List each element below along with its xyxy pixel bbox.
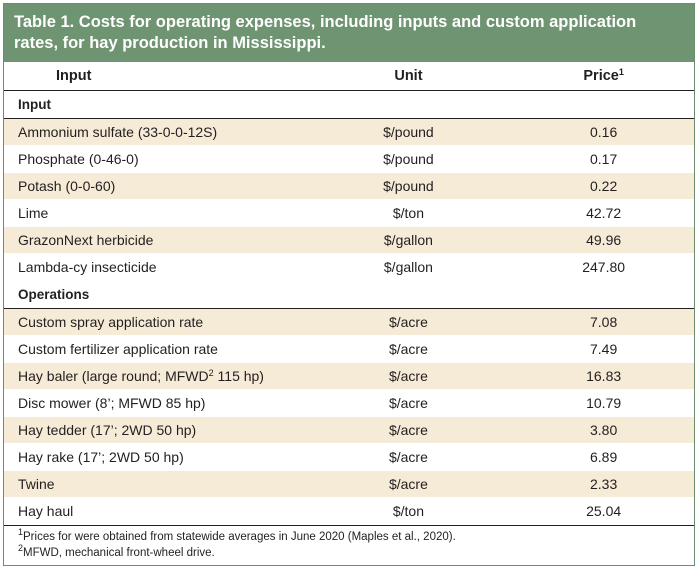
table-row: Custom fertilizer application rate $/acre… — [4, 336, 694, 363]
cell-price: 2.33 — [590, 476, 618, 492]
cell-unit: $/acre — [388, 368, 428, 384]
footnote-mark: 2 — [18, 543, 24, 553]
table-row: Custom spray application rate $/acre 7.08 — [4, 309, 694, 336]
cell-unit: $/gallon — [383, 259, 433, 275]
footnote-mark: 1 — [18, 527, 24, 537]
cell-price: 25.04 — [586, 503, 622, 519]
cell-unit: $/gallon — [383, 232, 433, 248]
table-row: Hay tedder (17’; 2WD 50 hp) $/acre 3.80 — [4, 417, 694, 444]
header-input: Input — [56, 68, 92, 84]
footnote-text: Prices for were obtained from statewide … — [23, 531, 456, 543]
cell-price: 42.72 — [586, 205, 622, 221]
cell-price: 247.80 — [582, 259, 626, 275]
cell-input-text: Hay baler (large round; MFWD — [18, 368, 209, 384]
cell-input: Twine — [18, 476, 55, 492]
section-header-row: Input — [4, 91, 694, 119]
footnote-1: 1Prices for were obtained from statewide… — [18, 527, 694, 545]
table-row: Hay rake (17’; 2WD 50 hp) $/acre 6.89 — [4, 444, 694, 471]
cell-footnote-mark: 2 — [208, 368, 214, 378]
table-title: Table 1. Costs for operating expenses, i… — [4, 4, 694, 62]
cell-unit: $/ton — [392, 205, 424, 221]
cell-unit: $/pound — [383, 151, 434, 167]
table-container: Table 1. Costs for operating expenses, i… — [3, 3, 695, 566]
header-unit: Unit — [394, 68, 423, 84]
section-label: Operations — [18, 287, 90, 302]
table-row: Lime $/ton 42.72 — [4, 200, 694, 227]
cell-price: 10.79 — [586, 395, 622, 411]
table-row: Twine $/acre 2.33 — [4, 471, 694, 498]
section-header-row: Operations — [4, 281, 694, 309]
cell-unit: $/pound — [383, 178, 434, 194]
cell-price: 3.80 — [590, 422, 618, 438]
cell-input: Custom fertilizer application rate — [18, 341, 218, 357]
cell-price: 7.49 — [590, 341, 618, 357]
table-row: Ammonium sulfate (33-0-0-12S) $/pound 0.16 — [4, 119, 694, 146]
cell-input: Ammonium sulfate (33-0-0-12S) — [18, 124, 218, 140]
cell-unit: $/acre — [388, 476, 428, 492]
cell-input: Disc mower (8’; MFWD 85 hp) — [18, 395, 206, 411]
header-price-footnote-mark: 1 — [618, 67, 624, 77]
cell-price: 49.96 — [586, 232, 622, 248]
cell-input-text: 115 hp) — [213, 368, 264, 384]
cell-input: GrazonNext herbicide — [18, 232, 154, 248]
cell-input: Lambda-cy insecticide — [18, 259, 157, 275]
header-price-label: Price — [583, 68, 619, 84]
cell-price: 0.22 — [590, 178, 618, 194]
cell-price: 0.17 — [590, 151, 618, 167]
footnote-text: MFWD, mechanical front-wheel drive. — [23, 547, 215, 559]
cell-unit: $/acre — [388, 395, 428, 411]
cell-unit: $/acre — [388, 314, 428, 330]
table-row: Hay haul $/ton 25.04 — [4, 498, 694, 525]
footnote-2: 2MFWD, mechanical front-wheel drive. — [18, 543, 694, 561]
table-row: Hay baler (large round; MFWD2 115 hp) $/a… — [4, 363, 694, 390]
table-body: Input Ammonium sulfate (33-0-0-12S) $/poun… — [4, 91, 694, 525]
table-row: Potash (0-0-60) $/pound 0.22 — [4, 173, 694, 200]
table-row: GrazonNext herbicide $/gallon 49.96 — [4, 227, 694, 254]
cell-unit: $/pound — [383, 124, 434, 140]
header-price: Price1 — [513, 67, 694, 85]
cell-input: Hay rake (17’; 2WD 50 hp) — [18, 449, 184, 465]
cell-price: 0.16 — [590, 124, 618, 140]
cell-price: 16.83 — [586, 368, 622, 384]
cell-input: Hay haul — [18, 503, 74, 519]
table-header-row: Input Unit Price1 — [4, 62, 694, 91]
section-label: Input — [18, 97, 51, 112]
cell-input: Potash (0-0-60) — [18, 178, 116, 194]
table-row: Phosphate (0-46-0) $/pound 0.17 — [4, 146, 694, 173]
table-footnotes: 1Prices for were obtained from statewide… — [4, 525, 694, 561]
cell-input: Hay baler (large round; MFWD2 115 hp) — [4, 368, 304, 384]
cell-unit: $/acre — [388, 341, 428, 357]
cell-input: Phosphate (0-46-0) — [18, 151, 139, 167]
cell-unit: $/acre — [388, 449, 428, 465]
cell-price: 6.89 — [590, 449, 618, 465]
table-row: Lambda-cy insecticide $/gallon 247.80 — [4, 254, 694, 281]
cell-input: Custom spray application rate — [18, 314, 204, 330]
cell-input: Hay tedder (17’; 2WD 50 hp) — [18, 422, 197, 438]
cell-input: Lime — [18, 205, 49, 221]
table-row: Disc mower (8’; MFWD 85 hp) $/acre 10.79 — [4, 390, 694, 417]
cell-price: 7.08 — [590, 314, 618, 330]
cell-unit: $/acre — [388, 422, 428, 438]
cell-unit: $/ton — [392, 503, 424, 519]
